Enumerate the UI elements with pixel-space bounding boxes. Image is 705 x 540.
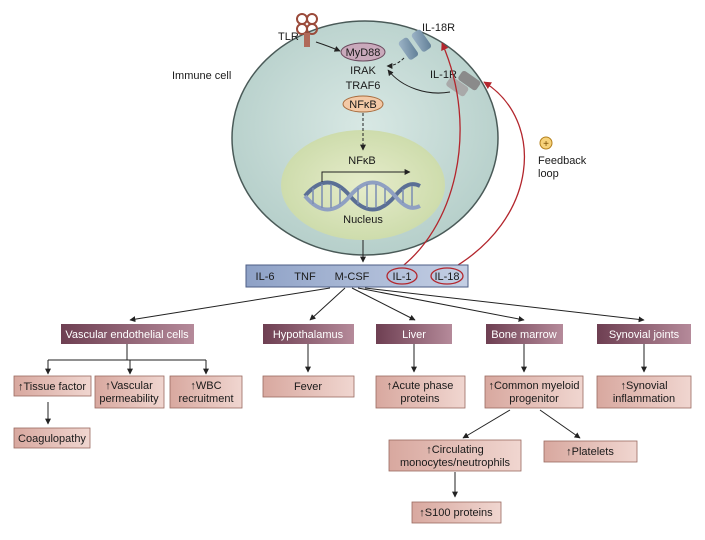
effect-wbc-recruitment-line2: recruitment: [178, 393, 233, 405]
nfkb-cytoplasm-label: NFκB: [349, 99, 377, 111]
il1-highlight: [386, 267, 418, 285]
effect-vascular-permeability-line2: permeability: [99, 393, 159, 405]
effect-synovial-line2: inflammation: [613, 393, 675, 405]
feedback-sign: +: [543, 139, 549, 150]
target-liver-label: Liver: [402, 329, 426, 341]
effect-myeloid-line2: progenitor: [509, 393, 559, 405]
feedback-plus-icon: [539, 136, 553, 150]
target-bone-marrow: [486, 324, 563, 344]
nfkb-cytoplasm-node: [342, 95, 384, 113]
effect-vascular-permeability-line1: ↑Vascular: [105, 380, 153, 392]
il18r-receptor-icon: [398, 29, 432, 60]
effect-s100-label: ↑S100 proteins: [419, 507, 493, 519]
dna-helix-icon: [303, 180, 421, 212]
target-vascular-endothelial-label: Vascular endothelial cells: [65, 329, 189, 341]
il1r-signal-arrow: [387, 69, 451, 94]
transcription-arrow: [321, 169, 411, 182]
effect-platelets: [543, 440, 638, 463]
effect-circulating-monocytes: [388, 439, 522, 472]
tlr-receptor-icon: [296, 13, 318, 47]
immune-cell-label: Immune cell: [172, 70, 231, 82]
effect-wbc-recruitment: [169, 375, 243, 409]
effect-acute-phase-line2: proteins: [400, 393, 440, 405]
il18r-label: IL-18R: [422, 22, 455, 34]
effect-coagulopathy-label: Coagulopathy: [18, 433, 86, 445]
effect-coagulopathy: [13, 427, 91, 449]
cytokine-il6: IL-6: [256, 271, 275, 283]
target-synovial-joints-label: Synovial joints: [609, 329, 680, 341]
tlr-label: TLR: [278, 31, 299, 43]
effect-circulating-line2: monocytes/neutrophils: [400, 457, 511, 469]
target-vascular-endothelial: [61, 324, 194, 344]
target-liver: [376, 324, 452, 344]
il1-feedback-arrow: [395, 42, 461, 272]
effect-myeloid-line1: ↑Common myeloid: [488, 380, 579, 392]
target-synovial-joints: [597, 324, 691, 344]
target-hypothalamus-label: Hypothalamus: [273, 329, 344, 341]
effect-synovial-inflammation: [596, 375, 692, 409]
cytokine-il18: IL-18: [434, 271, 459, 283]
effect-tissue-factor-label: ↑Tissue factor: [18, 381, 86, 393]
effect-fever: [262, 375, 355, 398]
il18-highlight: [430, 267, 464, 285]
effect-common-myeloid-progenitor: [484, 375, 584, 409]
traf6-label: TRAF6: [346, 80, 381, 92]
cytokine-tnf: TNF: [294, 271, 316, 283]
cytokine-mcsf: M-CSF: [335, 271, 370, 283]
effect-acute-phase-line1: ↑Acute phase: [387, 380, 454, 392]
il1r-receptor-icon: [446, 70, 481, 97]
feedback-label-line1: Feedback: [538, 155, 587, 167]
effect-platelets-label: ↑Platelets: [566, 446, 614, 458]
cytokine-fanout-arrows: [129, 287, 645, 323]
target-bone-marrow-label: Bone marrow: [491, 329, 556, 341]
effect-wbc-recruitment-line1: ↑WBC: [190, 380, 221, 392]
effect-acute-phase-proteins: [375, 375, 466, 409]
il18r-signal-arrow: [386, 57, 405, 69]
effect-tissue-factor: [13, 375, 92, 397]
myd88-label: MyD88: [346, 47, 381, 59]
target-down-arrows: [305, 344, 647, 498]
nfkb-nucleus-label: NFκB: [348, 155, 376, 167]
tlr-to-myd88-arrow: [315, 41, 341, 52]
myd88-node: [340, 42, 386, 62]
il18-feedback-arrow: [447, 81, 525, 272]
effect-circulating-line1: ↑Circulating: [426, 444, 483, 456]
feedback-label-line2: loop: [538, 168, 559, 180]
nucleus-label: Nucleus: [343, 214, 383, 226]
effect-s100-proteins: [411, 501, 502, 524]
cytokine-il1: IL-1: [393, 271, 412, 283]
effect-synovial-line1: ↑Synovial: [620, 380, 667, 392]
vascular-branch-arrows: [45, 344, 209, 425]
irak-label: IRAK: [350, 65, 376, 77]
il1r-label: IL-1R: [430, 69, 457, 81]
effect-vascular-permeability: [94, 375, 165, 409]
target-hypothalamus: [263, 324, 354, 344]
effect-fever-label: Fever: [294, 381, 322, 393]
